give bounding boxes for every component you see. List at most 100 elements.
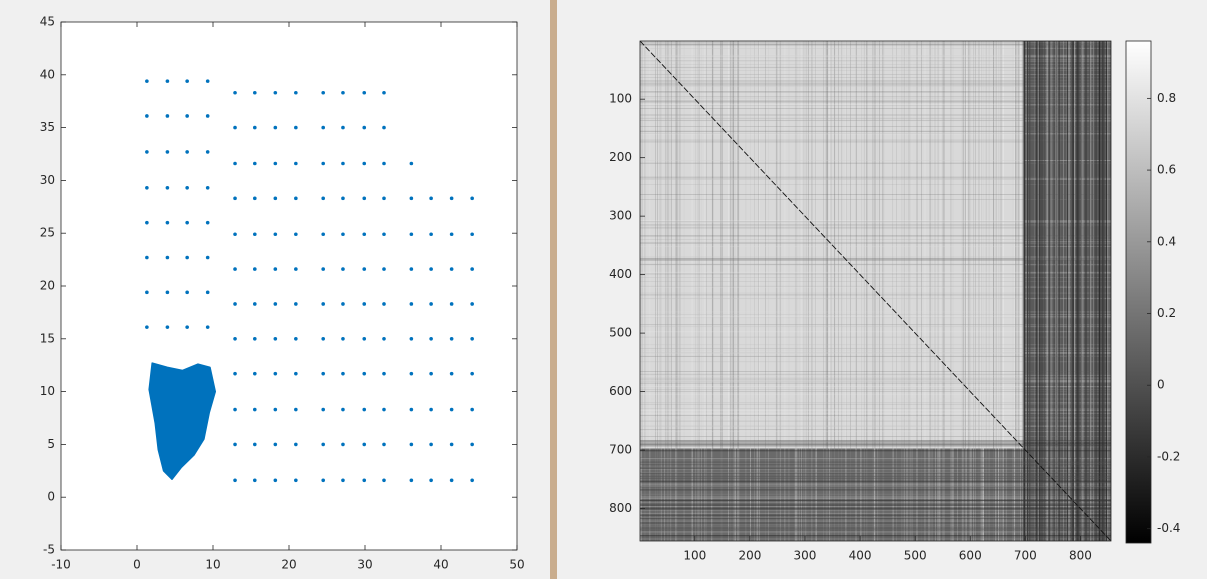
scatter-point <box>429 478 433 483</box>
scatter-point <box>341 371 345 376</box>
scatter-point <box>429 442 433 447</box>
x-tick-label: -10 <box>51 558 71 572</box>
scatter-point <box>429 232 433 237</box>
scatter-point <box>145 220 149 225</box>
scatter-point <box>233 337 237 341</box>
scatter-point <box>205 255 210 260</box>
scatter-point <box>470 478 474 483</box>
y-tick-label: 0 <box>47 490 55 504</box>
scatter-point <box>409 407 414 412</box>
y-tick-label: 20 <box>40 279 55 293</box>
scatter-point <box>382 125 386 130</box>
scatter-point <box>294 407 298 412</box>
scatter-point <box>470 337 474 341</box>
x-tick-label: 30 <box>357 558 372 572</box>
scatter-point <box>273 302 278 306</box>
scatter-point <box>145 114 149 118</box>
x-tick-label: 100 <box>683 549 706 563</box>
scatter-point <box>449 337 454 341</box>
y-tick-label: 5 <box>47 437 55 451</box>
scatter-point <box>341 196 345 201</box>
scatter-point <box>382 337 386 341</box>
scatter-point <box>382 161 386 166</box>
scatter-point <box>321 196 326 201</box>
colorbar-tick-label: 0.4 <box>1157 234 1176 248</box>
point-cloud <box>148 362 217 480</box>
scatter-point <box>165 79 170 83</box>
scatter-point <box>449 442 454 447</box>
scatter-point <box>321 337 326 341</box>
scatter-point <box>321 371 326 376</box>
x-tick-label: 50 <box>509 558 524 572</box>
scatter-point <box>165 255 170 260</box>
scatter-point <box>362 371 367 376</box>
scatter-point <box>470 407 474 412</box>
scatter-point <box>362 302 367 306</box>
scatter-point <box>321 267 326 271</box>
x-tick-label: 200 <box>738 549 761 563</box>
scatter-point <box>409 442 414 447</box>
y-tick-label: -5 <box>43 543 55 557</box>
scatter-point <box>321 90 326 95</box>
scatter-point <box>409 337 414 341</box>
scatter-point <box>409 267 414 271</box>
scatter-point <box>449 196 454 201</box>
colorbar-tick-label: 0.2 <box>1157 306 1176 320</box>
scatter-point <box>470 302 474 306</box>
y-tick-label: 500 <box>609 326 632 340</box>
scatter-point <box>382 478 386 483</box>
scatter-point <box>362 337 367 341</box>
scatter-point <box>253 442 257 447</box>
y-tick-label: 35 <box>40 120 55 134</box>
scatter-point <box>145 290 149 295</box>
scatter-point <box>233 371 237 376</box>
scatter-point <box>273 407 278 412</box>
y-tick-label: 600 <box>609 384 632 398</box>
scatter-point <box>233 196 237 201</box>
scatter-point <box>185 79 189 83</box>
scatter-point <box>362 407 367 412</box>
scatter-point <box>185 255 189 260</box>
scatter-point <box>449 232 454 237</box>
scatter-point <box>362 442 367 447</box>
scatter-point <box>449 478 454 483</box>
scatter-point <box>165 325 170 329</box>
scatter-point <box>165 114 170 118</box>
scatter-point <box>145 150 149 154</box>
scatter-point <box>341 267 345 271</box>
scatter-point <box>470 232 474 237</box>
colorbar-tick-label: 0.6 <box>1157 163 1176 177</box>
y-tick-label: 40 <box>40 67 55 81</box>
scatter-point <box>273 125 278 130</box>
scatter-point <box>273 337 278 341</box>
scatter-point <box>165 220 170 225</box>
scatter-point <box>429 337 433 341</box>
x-tick-label: 10 <box>205 558 220 572</box>
scatter-point <box>429 371 433 376</box>
scatter-point <box>233 302 237 306</box>
scatter-point <box>145 255 149 260</box>
scatter-point <box>409 302 414 306</box>
scatter-point <box>294 161 298 166</box>
scatter-point <box>165 150 170 154</box>
scatter-point <box>362 125 367 130</box>
scatter-point <box>321 442 326 447</box>
scatter-point <box>294 337 298 341</box>
scatter-point <box>253 407 257 412</box>
scatter-point <box>321 161 326 166</box>
scatter-point <box>362 267 367 271</box>
scatter-point <box>233 232 237 237</box>
scatter-point <box>362 161 367 166</box>
scatter-point <box>470 371 474 376</box>
scatter-point <box>429 407 433 412</box>
y-tick-label: 300 <box>609 209 632 223</box>
x-tick-label: 500 <box>904 549 927 563</box>
scatter-point <box>253 232 257 237</box>
y-tick-label: 45 <box>40 15 55 29</box>
scatter-point <box>294 232 298 237</box>
x-tick-label: 700 <box>1014 549 1037 563</box>
scatter-point <box>409 161 414 166</box>
scatter-point <box>449 407 454 412</box>
